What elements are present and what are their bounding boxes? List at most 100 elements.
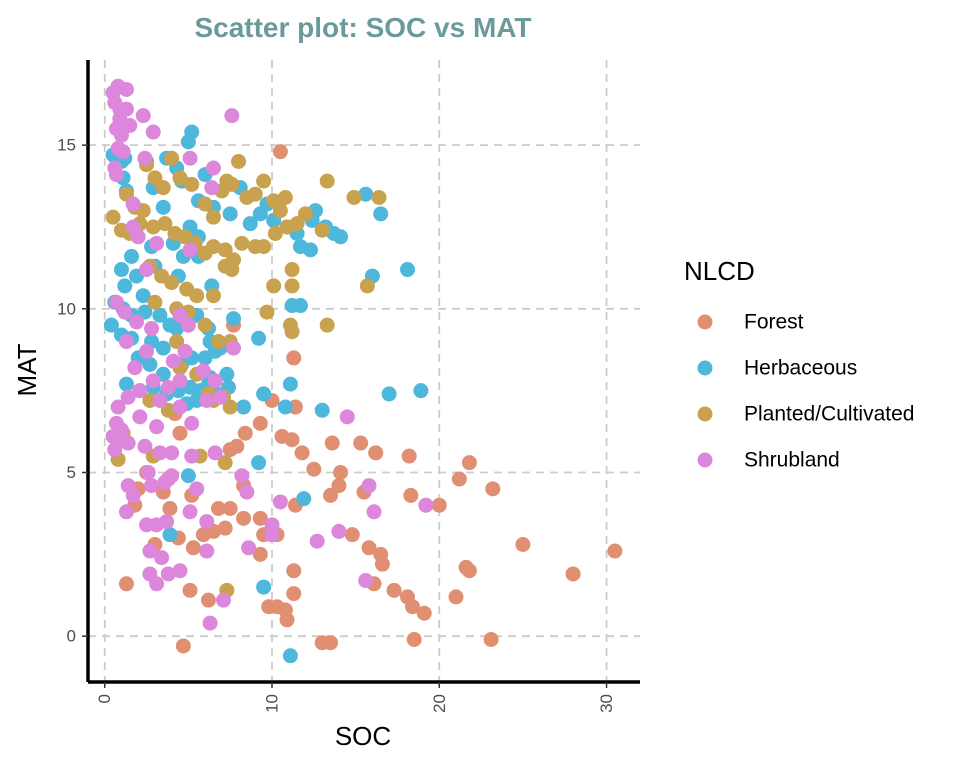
point-shrubland [144,320,160,336]
legend-key-planted-cultivated [697,406,713,422]
point-planted-cultivated [164,275,180,291]
point-planted-cultivated [157,216,173,232]
point-forest [236,510,252,526]
point-planted-cultivated [371,189,387,205]
point-shrubland [145,373,161,389]
point-herbaceous [219,366,235,382]
y-tick-label: 0 [67,627,76,646]
point-shrubland [142,543,158,559]
point-herbaceous [413,383,429,399]
point-planted-cultivated [169,334,185,350]
y-tick-label: 10 [57,299,76,318]
point-shrubland [118,81,134,97]
point-shrubland [418,497,434,513]
point-planted-cultivated [210,334,226,350]
point-shrubland [339,409,355,425]
point-forest [406,631,422,647]
point-planted-cultivated [346,189,362,205]
point-planted-cultivated [147,294,163,310]
point-shrubland [202,615,218,631]
point-forest [323,487,339,503]
point-herbaceous [155,199,171,215]
point-shrubland [139,262,155,278]
point-shrubland [152,445,168,461]
legend-title: NLCD [684,256,755,286]
point-forest [405,599,421,615]
point-forest [374,556,390,572]
point-planted-cultivated [279,219,295,235]
point-herbaceous [142,356,158,372]
point-forest [210,500,226,516]
point-forest [451,471,467,487]
x-tick-label: 20 [430,694,449,713]
point-shrubland [115,144,131,160]
point-herbaceous [302,242,318,258]
point-shrubland [204,180,220,196]
point-shrubland [139,343,155,359]
chart-title: Scatter plot: SOC vs MAT [194,12,531,43]
point-planted-cultivated [155,180,171,196]
point-shrubland [164,445,180,461]
point-shrubland [366,504,382,520]
point-forest [565,566,581,582]
point-shrubland [117,304,133,320]
point-herbaceous [256,579,272,595]
point-planted-cultivated [359,278,375,294]
point-forest [175,638,191,654]
point-planted-cultivated [160,402,176,418]
point-herbaceous [135,288,151,304]
point-forest [222,442,238,458]
point-herbaceous [123,248,139,264]
point-herbaceous [152,307,168,323]
point-planted-cultivated [189,288,205,304]
point-planted-cultivated [234,235,250,251]
point-planted-cultivated [224,262,240,278]
legend-key-herbaceous [697,360,713,376]
point-shrubland [195,363,211,379]
point-shrubland [145,124,161,140]
point-shrubland [149,235,165,251]
point-forest [200,592,216,608]
point-herbaceous [399,262,415,278]
point-shrubland [154,550,170,566]
point-shrubland [118,504,134,520]
point-herbaceous [236,399,252,415]
point-shrubland [207,445,223,461]
point-shrubland [165,353,181,369]
point-planted-cultivated [231,153,247,169]
y-axis-label: MAT [12,343,42,396]
point-shrubland [239,484,255,500]
point-forest [286,586,302,602]
point-herbaceous [256,386,272,402]
x-tick-label: 30 [597,694,616,713]
point-shrubland [132,383,148,399]
point-planted-cultivated [256,173,272,189]
point-planted-cultivated [284,278,300,294]
point-shrubland [361,478,377,494]
point-forest [461,563,477,579]
point-herbaceous [358,186,374,202]
point-herbaceous [381,386,397,402]
point-planted-cultivated [247,186,263,202]
point-shrubland [226,340,242,356]
point-forest [182,582,198,598]
point-planted-cultivated [164,150,180,166]
point-forest [279,612,295,628]
point-shrubland [157,474,173,490]
point-planted-cultivated [205,239,221,255]
point-shrubland [272,494,288,510]
point-herbaceous [292,298,308,314]
point-planted-cultivated [284,324,300,340]
point-shrubland [160,566,176,582]
point-shrubland [172,307,188,323]
point-shrubland [182,150,198,166]
point-shrubland [137,438,153,454]
legend-key-forest [697,314,713,330]
point-herbaceous [333,229,349,245]
point-shrubland [172,399,188,415]
point-shrubland [234,468,250,484]
legend-label-herbaceous: Herbaceous [744,357,857,380]
point-shrubland [149,576,165,592]
point-shrubland [224,108,240,124]
